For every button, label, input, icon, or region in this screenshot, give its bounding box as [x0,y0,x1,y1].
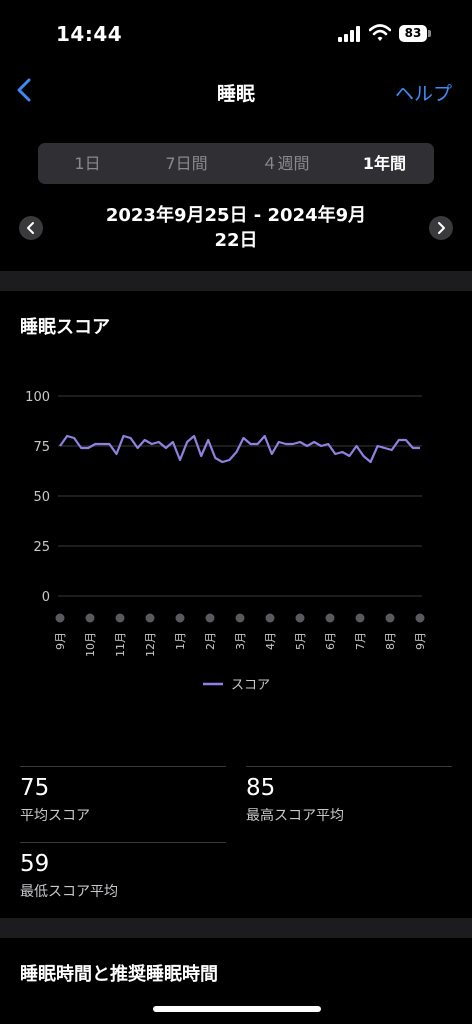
x-tick-label: 6月 [324,632,337,650]
x-tick-label: 9月 [414,632,427,650]
battery-level: 83 [399,25,427,42]
x-tick-dot [55,613,65,623]
section-divider [0,271,472,291]
x-tick-dot [235,613,245,623]
x-tick-label: 8月 [384,632,397,650]
lowest-score-label: 最低スコア平均 [20,884,118,900]
date-range-label: 2023年9月25日 - 2024年9月 22日 [70,203,402,253]
x-tick-dot [205,613,215,623]
status-time: 14:44 [56,22,123,46]
highest-score-label: 最高スコア平均 [246,808,344,824]
x-tick-dot [265,613,275,623]
x-tick-label: 2月 [204,632,217,650]
sleep-score-title: 睡眠スコア [20,317,110,338]
x-tick-label: 3月 [234,632,247,650]
x-tick-label: 1月 [174,632,187,650]
segment-7-days[interactable]: 7日間 [165,154,208,173]
battery-icon: 83 [399,25,431,42]
home-indicator [153,1006,321,1012]
sleep-duration-title: 睡眠時間と推奨睡眠時間 [20,964,218,985]
x-tick-label: 5月 [294,632,307,650]
x-tick-dot [295,613,305,623]
cellular-signal-icon [338,26,360,42]
x-tick-label: 11月 [114,632,127,657]
y-tick-label: 50 [33,490,50,505]
sleep-score-chart: 100 75 50 25 0 9月 10月 11月 12月 1月 2月 3月 4月 5月 6月 7月 8月 9月… [25,390,427,693]
date-range-line1: 2023年9月25日 - 2024年9月 [105,205,367,226]
score-series-line [59,434,420,464]
lowest-score-value: 59 [20,851,50,877]
y-tick-label: 100 [25,390,50,405]
previous-period-button[interactable] [19,216,43,240]
x-tick-dot [145,613,155,623]
section-divider [0,918,472,938]
x-tick-dot [115,613,125,623]
x-tick-dot [325,613,335,623]
x-tick-label: 7月 [354,632,367,650]
stat-divider [20,842,226,843]
x-tick-dot [355,613,365,623]
x-tick-dot [385,613,395,623]
average-score-label: 平均スコア [20,808,90,824]
y-tick-label: 25 [33,540,50,555]
date-range-line2: 22日 [214,230,258,251]
segment-1-day[interactable]: 1日 [74,154,101,173]
x-tick-label: 9月 [54,632,67,650]
legend-label: スコア [231,678,270,693]
average-score-value: 75 [20,775,50,801]
segment-4-weeks[interactable]: ４週間 [261,154,310,173]
next-period-button[interactable] [429,216,453,240]
y-tick-label: 0 [42,590,50,605]
x-tick-dot [85,613,95,623]
wifi-icon [369,24,391,41]
help-button[interactable]: ヘルプ [394,83,452,105]
x-tick-dot [415,613,425,623]
stat-divider [20,766,226,767]
x-tick-label: 12月 [144,632,157,657]
x-tick-label: 4月 [264,632,277,650]
period-segmented-control: 1日 7日間 ４週間 1年間 [38,143,434,184]
x-tick-dot [175,613,185,623]
page-title: 睡眠 [216,83,255,105]
x-tick-label: 10月 [84,632,97,657]
stat-divider [246,766,452,767]
back-chevron-icon[interactable] [12,76,38,104]
segment-1-year[interactable]: 1年間 [362,154,407,173]
y-tick-label: 75 [33,440,50,455]
highest-score-value: 85 [246,775,276,801]
